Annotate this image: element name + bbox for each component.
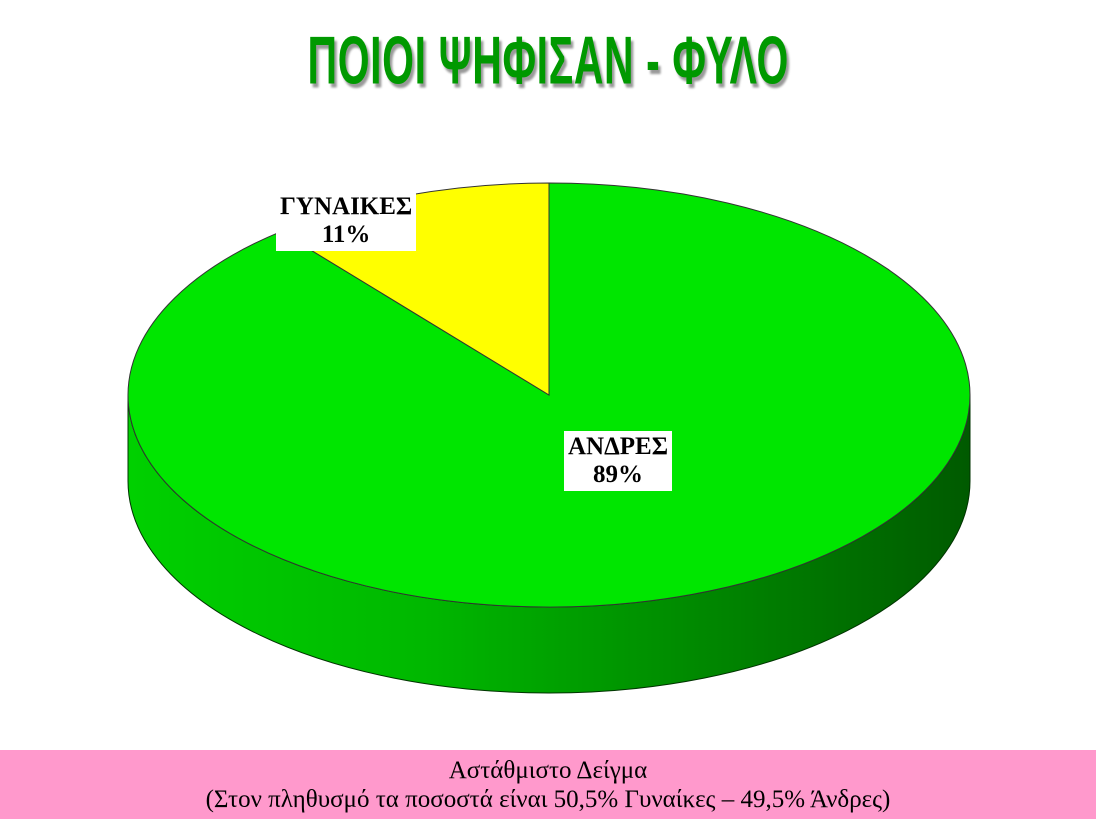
chart-title: ΠΟΙΟΙ ΨΗΦΙΣΑΝ - ΦΥΛΟ [0,22,1096,98]
chart-title-text: ΠΟΙΟΙ ΨΗΦΙΣΑΝ - ΦΥΛΟ [307,22,789,98]
data-label-gynaikes: ΓΥΝΑΙΚΕΣ 11% [276,191,417,251]
pie-chart [127,182,971,694]
slice-label: ΑΝΔΡΕΣ [568,433,669,460]
slice-value: 11% [321,221,371,248]
footer-line-2: (Στον πληθυσμό τα ποσοστά είναι 50,5% Γυ… [205,786,891,813]
footer-line-1: Αστάθμιστο Δείγμα [448,757,648,784]
slice-label: ΓΥΝΑΙΚΕΣ [280,193,413,220]
slice-value: 89% [593,461,644,488]
data-label-andres: ΑΝΔΡΕΣ 89% [564,431,673,491]
footer-note: Αστάθμιστο Δείγμα (Στον πληθυσμό τα ποσο… [0,750,1096,819]
